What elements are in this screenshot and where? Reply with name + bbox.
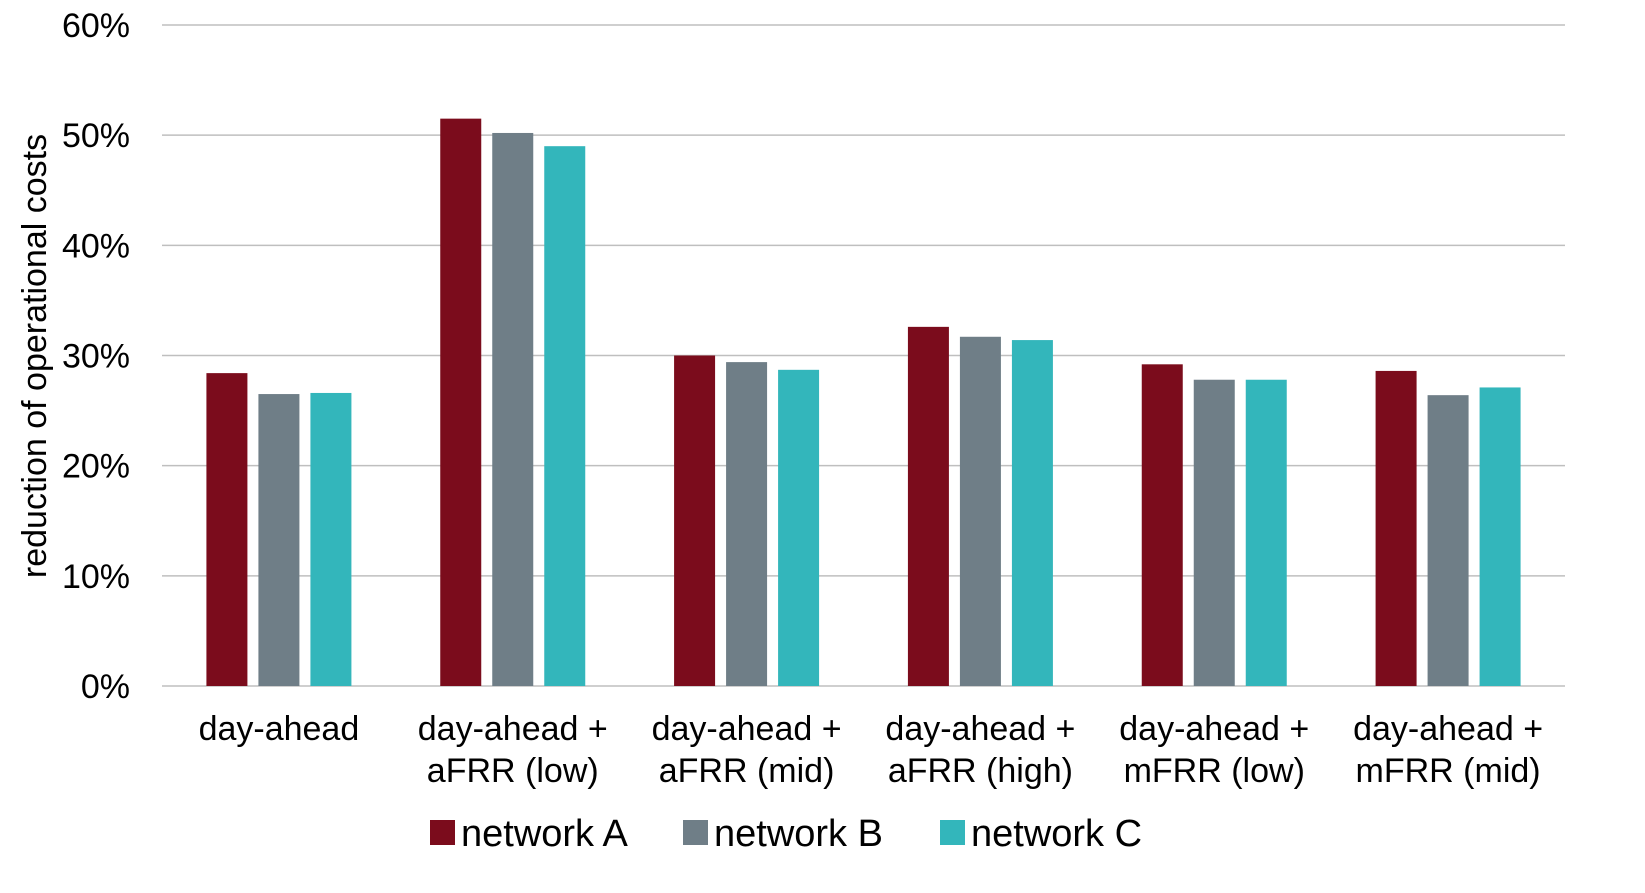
x-category-label: day-ahead + [1353,710,1543,748]
bar-network-a [206,373,248,686]
y-tick-label: 10% [62,558,130,596]
y-tick-label: 60% [62,7,130,45]
y-tick-label: 30% [62,338,130,376]
y-tick-label: 20% [62,448,130,486]
bar-network-b [492,132,534,687]
legend-swatch [683,820,708,845]
bar-network-b [959,336,1001,686]
x-category-label: mFRR (mid) [1356,752,1541,790]
x-axis-categories: day-ahead day-ahead + aFRR (low) day-ahead … [199,710,1544,790]
bar-network-c [778,369,820,686]
x-category-label: day-ahead + [418,710,608,748]
bar-network-c [1245,379,1287,686]
bar-network-b [726,362,768,686]
x-category-label: day-ahead + [652,710,842,748]
bar-network-c [1479,387,1521,686]
legend-label: network C [971,813,1142,855]
y-tick-label: 40% [62,227,130,265]
bar-network-a [440,118,482,687]
x-category-label: aFRR (low) [427,752,599,790]
bar-network-c [310,392,352,686]
bar-network-a [1375,370,1417,686]
bar-network-b [258,394,300,686]
legend-label: network A [461,813,629,855]
legend-label: network B [714,813,883,855]
x-category-label: day-ahead + [885,710,1075,748]
bar-network-b [1427,395,1469,686]
x-category-label: day-ahead + [1119,710,1309,748]
x-category-label: aFRR (mid) [659,752,835,790]
y-tick-label: 50% [62,117,130,155]
x-category-label: aFRR (high) [888,752,1073,790]
legend: network A network B network C [430,813,1142,855]
bar-network-c [1011,340,1053,686]
x-category-label: day-ahead [199,710,360,748]
bars [206,118,1521,687]
bar-network-c [544,146,586,686]
legend-swatch [940,820,965,845]
bar-network-a [907,326,949,686]
bar-network-a [674,355,716,686]
legend-swatch [430,820,455,845]
bar-network-b [1193,379,1235,686]
y-axis-title: reduction of operational costs [16,134,54,578]
y-axis-ticks: 0% 10% 20% 30% 40% 50% 60% [62,7,130,706]
x-category-label: mFRR (low) [1124,752,1305,790]
gridlines [162,24,1565,687]
bar-network-a [1141,364,1183,686]
y-tick-label: 0% [81,668,130,706]
